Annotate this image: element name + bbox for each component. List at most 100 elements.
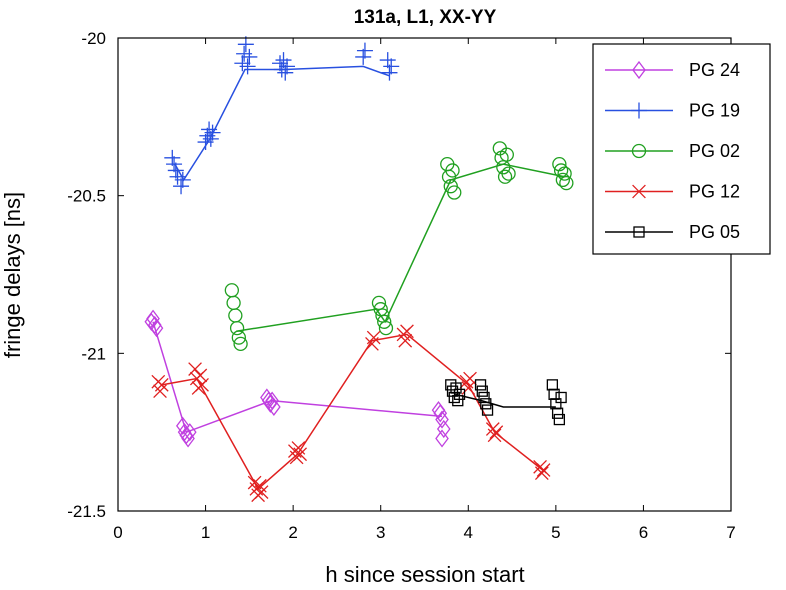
x-tick-label: 3 bbox=[376, 523, 385, 542]
legend-box bbox=[592, 43, 771, 255]
square-marker bbox=[551, 407, 564, 419]
plot-content bbox=[144, 36, 574, 503]
diamond-marker bbox=[182, 423, 197, 442]
plus-marker bbox=[241, 48, 258, 65]
square-marker bbox=[555, 391, 567, 404]
plus-marker bbox=[201, 121, 218, 138]
chart-title: 131a, L1, XX-YY bbox=[354, 7, 497, 28]
series-line bbox=[236, 163, 565, 333]
plus-marker bbox=[631, 102, 647, 119]
x-marker bbox=[632, 184, 646, 199]
diamond-marker bbox=[632, 60, 646, 80]
plus-marker bbox=[383, 58, 400, 75]
legend-label: PG 19 bbox=[689, 101, 740, 121]
diamond-marker bbox=[435, 410, 449, 429]
legend-item: PG 05 bbox=[605, 222, 740, 242]
plus-marker bbox=[356, 42, 373, 59]
square-marker bbox=[633, 226, 645, 238]
x-tick-label: 5 bbox=[551, 523, 560, 542]
series-line bbox=[152, 321, 443, 434]
circle-marker bbox=[631, 143, 647, 159]
square-marker bbox=[546, 379, 559, 391]
x-tick-label: 2 bbox=[288, 523, 297, 542]
x-marker bbox=[463, 371, 477, 386]
plus-marker bbox=[166, 156, 183, 173]
square-marker bbox=[478, 391, 490, 404]
x-marker bbox=[534, 466, 549, 481]
x-marker bbox=[293, 447, 308, 462]
diamond-marker bbox=[265, 391, 279, 410]
circle-marker bbox=[378, 320, 394, 336]
x-tick-label: 4 bbox=[464, 523, 473, 542]
x-marker bbox=[400, 324, 414, 339]
square-marker bbox=[450, 382, 462, 394]
square-marker bbox=[548, 388, 560, 400]
plus-marker bbox=[174, 171, 191, 188]
circle-marker bbox=[559, 175, 574, 191]
legend-item: PG 12 bbox=[605, 182, 740, 202]
plus-marker bbox=[237, 36, 254, 53]
circle-marker bbox=[445, 163, 460, 178]
plus-marker bbox=[272, 55, 289, 72]
x-marker bbox=[487, 428, 502, 443]
x-marker bbox=[366, 330, 381, 345]
diamond-marker bbox=[146, 309, 160, 328]
y-axis-label: fringe delays [ns] bbox=[0, 192, 25, 358]
diamond-marker bbox=[436, 419, 451, 439]
circle-marker bbox=[377, 314, 392, 329]
series-pg-02 bbox=[224, 141, 574, 352]
x-tick-label: 7 bbox=[726, 523, 735, 542]
plus-marker bbox=[279, 58, 296, 75]
square-marker bbox=[453, 388, 466, 400]
circle-marker bbox=[501, 166, 516, 181]
legend-item: PG 24 bbox=[605, 60, 740, 80]
circle-marker bbox=[233, 336, 248, 352]
diamond-marker bbox=[435, 429, 449, 448]
y-tick-label: -20 bbox=[81, 29, 106, 48]
diamond-marker bbox=[181, 429, 195, 448]
plus-marker bbox=[167, 162, 184, 179]
square-marker bbox=[553, 413, 566, 426]
x-marker bbox=[193, 368, 208, 383]
y-tick-label: -21 bbox=[81, 344, 106, 363]
x-tick-label: 0 bbox=[113, 523, 122, 542]
plus-marker bbox=[275, 52, 292, 69]
x-tick-label: 1 bbox=[201, 523, 210, 542]
diamond-marker bbox=[175, 416, 190, 435]
series-line bbox=[454, 393, 556, 408]
circle-marker bbox=[224, 283, 239, 298]
series-line bbox=[174, 65, 390, 182]
x-marker bbox=[154, 378, 169, 392]
plus-marker bbox=[164, 149, 181, 166]
legend-label: PG 12 bbox=[689, 182, 740, 202]
y-tick-label: -20.5 bbox=[67, 187, 106, 206]
plus-marker bbox=[277, 64, 294, 81]
circle-marker bbox=[229, 320, 245, 336]
circle-marker bbox=[226, 295, 241, 311]
x-marker bbox=[536, 463, 551, 477]
plus-marker bbox=[355, 48, 372, 65]
plus-marker bbox=[202, 130, 219, 147]
x-tick-label: 6 bbox=[639, 523, 648, 542]
square-marker bbox=[480, 398, 492, 410]
diamond-marker bbox=[267, 397, 281, 417]
circle-marker bbox=[555, 172, 571, 188]
circle-marker bbox=[499, 147, 514, 162]
diamond-marker bbox=[149, 319, 164, 338]
plus-marker bbox=[204, 124, 221, 141]
square-marker bbox=[474, 379, 487, 391]
square-marker bbox=[481, 404, 494, 416]
x-marker bbox=[489, 425, 504, 440]
legend-label: PG 24 bbox=[689, 60, 740, 80]
square-marker bbox=[452, 394, 464, 407]
x-marker bbox=[195, 378, 209, 392]
plus-marker bbox=[239, 58, 256, 75]
circle-marker bbox=[497, 169, 513, 184]
x-marker bbox=[188, 362, 202, 376]
circle-marker bbox=[231, 330, 246, 345]
legend: PG 24 PG 19 PG 02 PG 12 PG 05 bbox=[592, 43, 771, 255]
series-pg-24 bbox=[144, 309, 451, 448]
square-marker bbox=[476, 385, 488, 397]
legend-item: PG 19 bbox=[605, 101, 740, 121]
